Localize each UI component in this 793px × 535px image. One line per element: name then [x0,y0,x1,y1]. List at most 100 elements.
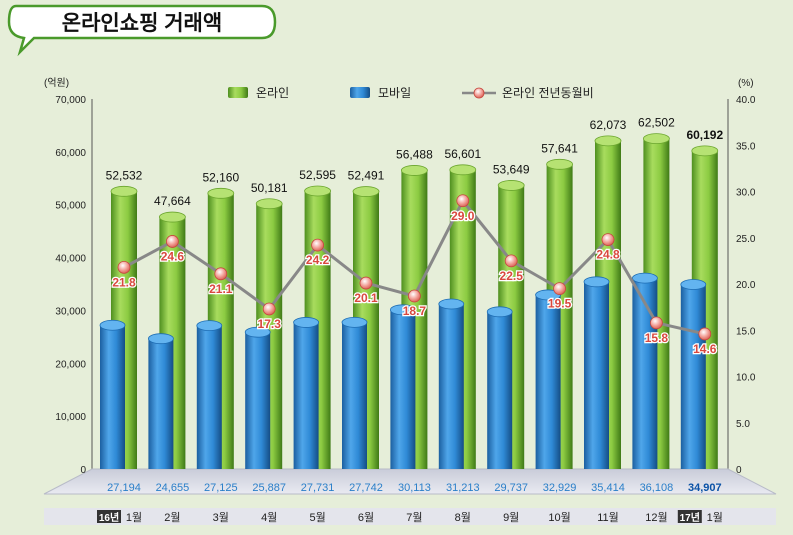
mobile-bar-cap [535,289,561,301]
y-right-tick-label: 40.0 [736,95,756,106]
y-left-unit: (억원) [44,77,69,89]
y-right-tick-label: 30.0 [736,188,756,199]
growth-value-label: 21.8 [112,275,136,289]
mobile-bar-cap [244,326,271,338]
online-value-label: 52,532 [106,168,143,182]
y-right-unit: (%) [738,78,754,89]
mobile-bar-cap [632,272,658,284]
mobile-value-label: 36,108 [640,482,674,494]
online-bar-cap [400,165,428,176]
month-label: 10월 [548,511,570,524]
month-label: 5월 [309,511,325,524]
month-label: 8월 [455,511,471,524]
growth-point [407,289,421,303]
growth-value-label: 15.8 [645,331,669,345]
mobile-value-label: 27,742 [349,482,383,494]
growth-point [456,194,470,208]
month-label: 11월 [597,511,619,524]
online-bar-cap [497,180,525,191]
online-value-label: 60,192 [686,128,723,142]
mobile-bar [293,322,319,469]
y-right-tick-label: 35.0 [736,141,756,152]
online-bar-cap [255,198,283,210]
mobile-bar-cap [486,306,513,318]
mobile-bar [680,284,706,469]
online-bar-cap [449,164,477,176]
month-label: 3월 [213,511,229,524]
growth-point [262,302,276,316]
growth-point [650,316,663,330]
online-bar-cap [594,135,622,147]
growth-value-label: 24.8 [596,248,620,262]
legend-online-swatch [228,87,248,98]
y-left-tick-label: 20,000 [55,359,86,370]
mobile-bar-cap [680,279,707,290]
growth-value-label: 24.6 [161,249,185,263]
mobile-value-label: 32,929 [543,482,577,494]
mobile-value-label: 27,194 [107,482,141,494]
legend-growth-marker [473,87,485,99]
mobile-bar-cap [341,316,368,328]
growth-value-label: 17.3 [258,317,282,331]
growth-value-label: 29.0 [451,209,475,223]
online-bar-cap [691,145,719,157]
online-value-label: 50,181 [251,181,288,195]
y-right-tick-label: 25.0 [736,234,756,245]
growth-value-label: 20.1 [354,291,378,305]
month-label: 12월 [645,511,667,524]
growth-value-label: 18.7 [403,304,427,318]
online-value-label: 56,601 [444,147,481,161]
mobile-bar [584,281,609,469]
mobile-value-label: 27,731 [301,482,335,494]
growth-value-label: 19.5 [548,297,572,311]
online-bar-cap [110,185,138,197]
online-bar-cap [158,211,186,223]
growth-value-label: 14.6 [693,342,717,356]
growth-point [698,327,712,341]
mobile-bar-cap [99,319,126,331]
mobile-value-label: 30,113 [398,482,431,494]
mobile-bar [632,278,658,469]
y-right-tick-label: 15.0 [736,326,756,337]
mobile-bar [390,309,416,469]
mobile-value-label: 31,213 [446,482,480,494]
online-value-label: 52,160 [202,170,239,184]
mobile-bar-cap [196,320,223,332]
mobile-bar [535,294,561,469]
mobile-bar-cap [147,333,174,345]
month-label: 2월 [164,511,180,524]
mobile-bar-cap [389,304,416,316]
year-label: 16년 [99,511,119,524]
month-label: 7월 [406,511,422,524]
growth-value-label: 24.2 [306,253,330,267]
growth-point [311,238,325,252]
legend-online-label: 온라인 [256,86,289,100]
year-label: 17년 [680,511,700,524]
growth-point [553,282,566,296]
growth-point [504,254,518,268]
mobile-bar [438,304,464,469]
y-right-tick-label: 0 [736,465,742,476]
legend-mobile-label: 모바일 [378,86,411,100]
month-label: 4월 [261,511,277,524]
y-left-tick-label: 50,000 [55,201,86,212]
mobile-value-label: 29,737 [494,482,528,494]
online-value-label: 52,491 [348,169,385,183]
mobile-bar-cap [293,317,320,328]
y-left-tick-label: 0 [80,465,86,476]
online-bar-cap [304,185,332,197]
y-right-tick-label: 5.0 [736,419,750,430]
online-bar-cap [207,187,235,199]
mobile-bar [148,338,174,469]
month-label: 1월 [126,511,142,524]
mobile-value-label: 35,414 [591,482,625,494]
online-value-label: 62,502 [638,116,675,130]
y-left-tick-label: 40,000 [55,254,86,265]
growth-point [165,235,179,248]
mobile-bar [100,325,125,469]
mobile-bar [342,322,367,469]
mobile-value-label: 25,887 [252,482,286,494]
mobile-value-label: 24,655 [156,482,190,494]
year-badge [97,510,121,523]
legend-mobile-swatch [350,87,370,98]
